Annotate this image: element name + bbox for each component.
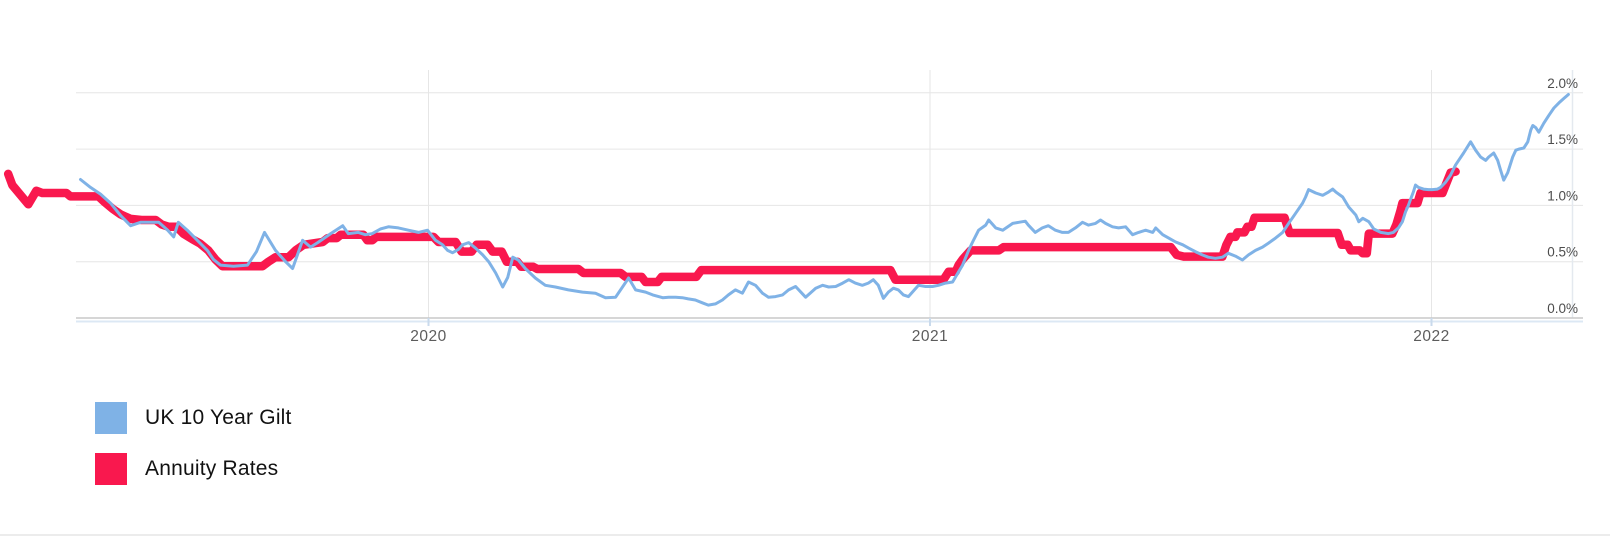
legend-item-uk-10-year-gilt[interactable]: UK 10 Year Gilt	[95, 401, 292, 435]
legend-label-annuity-rates: Annuity Rates	[145, 457, 279, 480]
legend-swatch-uk-10-year-gilt	[95, 402, 127, 434]
y-axis-label: 2.0%	[1547, 76, 1578, 91]
y-axis-label: 1.5%	[1547, 132, 1578, 147]
x-axis-label: 2020	[410, 328, 446, 345]
legend-label-uk-10-year-gilt: UK 10 Year Gilt	[145, 406, 292, 429]
legend-swatch-annuity-rates	[95, 453, 127, 485]
x-axis-label: 2021	[912, 328, 948, 345]
series-line-annuity-rates	[3, 167, 1460, 287]
y-axis-label: 0.5%	[1547, 245, 1578, 260]
y-axis-label: 0.0%	[1547, 301, 1578, 316]
series-line-uk-10-year-gilt	[79, 93, 1570, 307]
legend: UK 10 Year Gilt Annuity Rates	[95, 401, 292, 503]
bottom-divider	[0, 534, 1610, 536]
y-axis-label: 1.0%	[1547, 188, 1578, 203]
x-axis-label: 2022	[1413, 328, 1449, 345]
chart-plot-area[interactable]: 0.0% 0.5% 1.0% 1.5% 2.0% 2020 2021 2022	[0, 0, 1610, 370]
legend-item-annuity-rates[interactable]: Annuity Rates	[95, 452, 292, 486]
